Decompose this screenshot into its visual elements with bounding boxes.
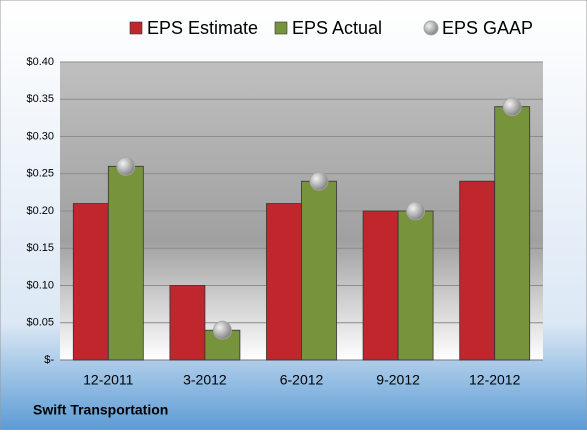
legend-swatch bbox=[423, 20, 439, 36]
footer: Swift Transportation bbox=[33, 402, 168, 418]
y-tick-label: $0.15 bbox=[26, 242, 54, 254]
y-tick-label: $0.40 bbox=[26, 56, 54, 68]
y-tick-label: $0.35 bbox=[26, 93, 54, 105]
legend-swatch bbox=[274, 21, 288, 35]
bar bbox=[266, 203, 302, 361]
x-tick-label: 3-2012 bbox=[183, 372, 227, 388]
legend-label: EPS Actual bbox=[292, 18, 382, 38]
x-tick-label: 9-2012 bbox=[376, 372, 420, 388]
marker bbox=[406, 201, 426, 221]
bar bbox=[397, 210, 434, 361]
y-tick-label: $0.10 bbox=[26, 279, 54, 291]
y-tick-label: $- bbox=[44, 354, 54, 366]
legend-label: EPS Estimate bbox=[147, 18, 258, 38]
bar bbox=[301, 180, 337, 361]
bar bbox=[72, 203, 109, 361]
bar bbox=[459, 180, 496, 361]
x-tick-label: 6-2012 bbox=[280, 372, 324, 388]
marker bbox=[502, 97, 522, 117]
y-tick-label: $0.05 bbox=[26, 317, 54, 329]
x-tick-label: 12-2012 bbox=[469, 372, 521, 388]
y-tick-label: $0.30 bbox=[26, 130, 54, 142]
x-tick-label: 12-2011 bbox=[83, 372, 134, 388]
marker bbox=[116, 156, 136, 176]
legend-label: EPS GAAP bbox=[442, 18, 533, 38]
legend-swatch bbox=[129, 21, 143, 35]
y-tick-label: $0.20 bbox=[26, 205, 54, 217]
bar bbox=[107, 165, 144, 361]
bar bbox=[362, 210, 399, 361]
marker bbox=[309, 171, 329, 191]
marker bbox=[212, 320, 232, 340]
bar bbox=[494, 106, 531, 361]
bar bbox=[169, 285, 206, 361]
y-tick-label: $0.25 bbox=[26, 168, 54, 180]
